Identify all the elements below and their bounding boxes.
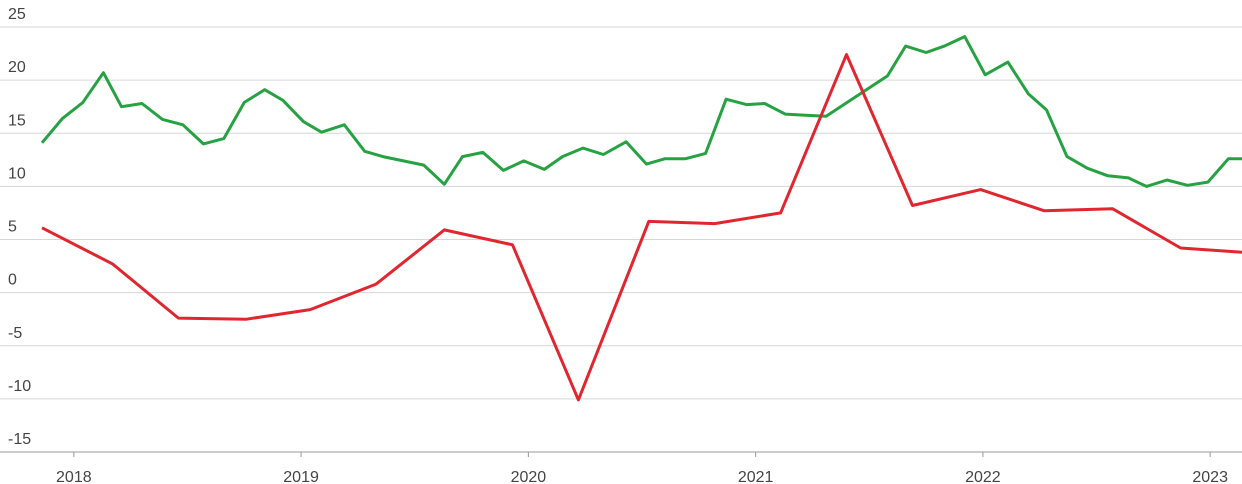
y-tick-label: 20 [8,59,26,76]
y-tick-label: 15 [8,112,26,129]
y-tick-label: -5 [8,325,22,342]
x-tick-label: 2019 [283,469,319,484]
x-tick-label: 2023 [1192,469,1228,484]
y-tick-label: 10 [8,165,26,182]
x-tick-label: 2021 [738,469,774,484]
y-tick-label: 25 [8,6,26,23]
y-tick-label: 0 [8,272,17,289]
y-tick-label: 5 [8,219,17,236]
x-tick-label: 2022 [965,469,1001,484]
series-line [40,35,1242,188]
x-tick-label: 2020 [511,469,547,484]
y-tick-label: -10 [8,378,31,395]
y-tick-label: -15 [8,431,31,448]
series-line [41,53,1242,402]
x-tick-label: 2018 [56,469,92,484]
